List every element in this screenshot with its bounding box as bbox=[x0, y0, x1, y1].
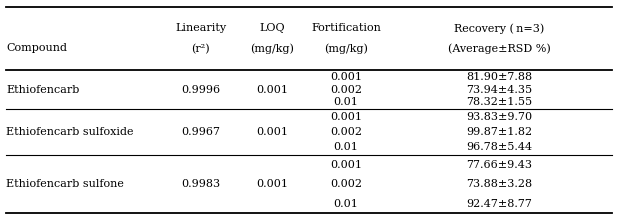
Text: Ethiofencarb sulfoxide: Ethiofencarb sulfoxide bbox=[6, 127, 133, 137]
Text: 0.01: 0.01 bbox=[334, 97, 358, 108]
Text: Ethiofencarb sulfone: Ethiofencarb sulfone bbox=[6, 179, 124, 189]
Text: 77.66±9.43: 77.66±9.43 bbox=[466, 160, 532, 170]
Text: Recovery ( n=3): Recovery ( n=3) bbox=[454, 23, 544, 34]
Text: 73.94±4.35: 73.94±4.35 bbox=[466, 85, 532, 95]
Text: 0.9996: 0.9996 bbox=[181, 85, 221, 95]
Text: 0.002: 0.002 bbox=[330, 127, 362, 137]
Text: 81.90±7.88: 81.90±7.88 bbox=[466, 72, 532, 82]
Text: 0.001: 0.001 bbox=[330, 160, 362, 170]
Text: 0.001: 0.001 bbox=[330, 72, 362, 82]
Text: 96.78±5.44: 96.78±5.44 bbox=[466, 142, 532, 152]
Text: 0.001: 0.001 bbox=[256, 127, 288, 137]
Text: 0.9967: 0.9967 bbox=[181, 127, 221, 137]
Text: 93.83±9.70: 93.83±9.70 bbox=[466, 112, 532, 122]
Text: Linearity: Linearity bbox=[176, 23, 226, 33]
Text: (mg/kg): (mg/kg) bbox=[250, 43, 294, 54]
Text: 0.001: 0.001 bbox=[330, 112, 362, 122]
Text: Compound: Compound bbox=[6, 43, 67, 53]
Text: 0.001: 0.001 bbox=[256, 179, 288, 189]
Text: (r²): (r²) bbox=[192, 44, 210, 54]
Text: 0.002: 0.002 bbox=[330, 85, 362, 95]
Text: 0.01: 0.01 bbox=[334, 142, 358, 152]
Text: 99.87±1.82: 99.87±1.82 bbox=[466, 127, 532, 137]
Text: 92.47±8.77: 92.47±8.77 bbox=[466, 199, 532, 209]
Text: LOQ: LOQ bbox=[259, 23, 285, 33]
Text: 0.9983: 0.9983 bbox=[181, 179, 221, 189]
Text: (Average±RSD %): (Average±RSD %) bbox=[447, 43, 551, 54]
Text: (mg/kg): (mg/kg) bbox=[324, 43, 368, 54]
Text: 78.32±1.55: 78.32±1.55 bbox=[466, 97, 532, 108]
Text: Ethiofencarb: Ethiofencarb bbox=[6, 85, 80, 95]
Text: Fortification: Fortification bbox=[311, 23, 381, 33]
Text: 73.88±3.28: 73.88±3.28 bbox=[466, 179, 532, 189]
Text: 0.002: 0.002 bbox=[330, 179, 362, 189]
Text: 0.01: 0.01 bbox=[334, 199, 358, 209]
Text: 0.001: 0.001 bbox=[256, 85, 288, 95]
